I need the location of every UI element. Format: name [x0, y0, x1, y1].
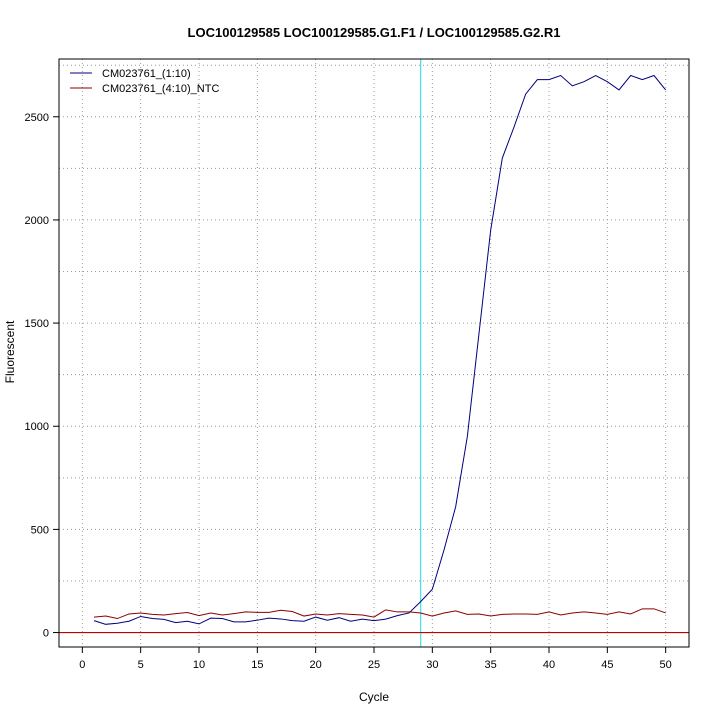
y-tick-label: 1000 [25, 421, 49, 433]
y-tick-label: 1500 [25, 318, 49, 330]
legend: CM023761_(1:10) CM023761_(4:10)_NTC [70, 68, 219, 95]
x-tick-label: 30 [426, 659, 438, 671]
x-axis-label: Cycle [359, 690, 389, 704]
y-axis: 0 500 1000 1500 2000 2500 [25, 112, 60, 640]
x-tick-label: 10 [193, 659, 205, 671]
y-tick-label: 0 [43, 628, 49, 640]
series-line-2 [93, 608, 666, 620]
series-line-1 [93, 74, 667, 625]
grid-lines [59, 59, 689, 647]
x-tick-label: 35 [485, 659, 497, 671]
x-tick-label: 25 [368, 659, 380, 671]
x-tick-label: 0 [79, 659, 85, 671]
series-layer [93, 74, 667, 625]
x-tick-label: 20 [310, 659, 322, 671]
y-axis-label: Fluorescent [3, 320, 17, 383]
y-tick-label: 2000 [25, 215, 49, 227]
chart-title: LOC100129585 LOC100129585.G1.F1 / LOC100… [188, 25, 561, 40]
x-tick-label: 40 [543, 659, 555, 671]
x-tick-label: 50 [660, 659, 672, 671]
x-tick-label: 15 [251, 659, 263, 671]
y-tick-label: 500 [31, 524, 49, 536]
legend-label: CM023761_(1:10) [102, 68, 191, 80]
legend-label: CM023761_(4:10)_NTC [102, 83, 219, 95]
x-axis: 0 5 10 15 20 25 30 35 40 45 50 [79, 646, 672, 671]
x-tick-label: 45 [601, 659, 613, 671]
x-tick-label: 5 [138, 659, 144, 671]
y-tick-label: 2500 [25, 112, 49, 124]
